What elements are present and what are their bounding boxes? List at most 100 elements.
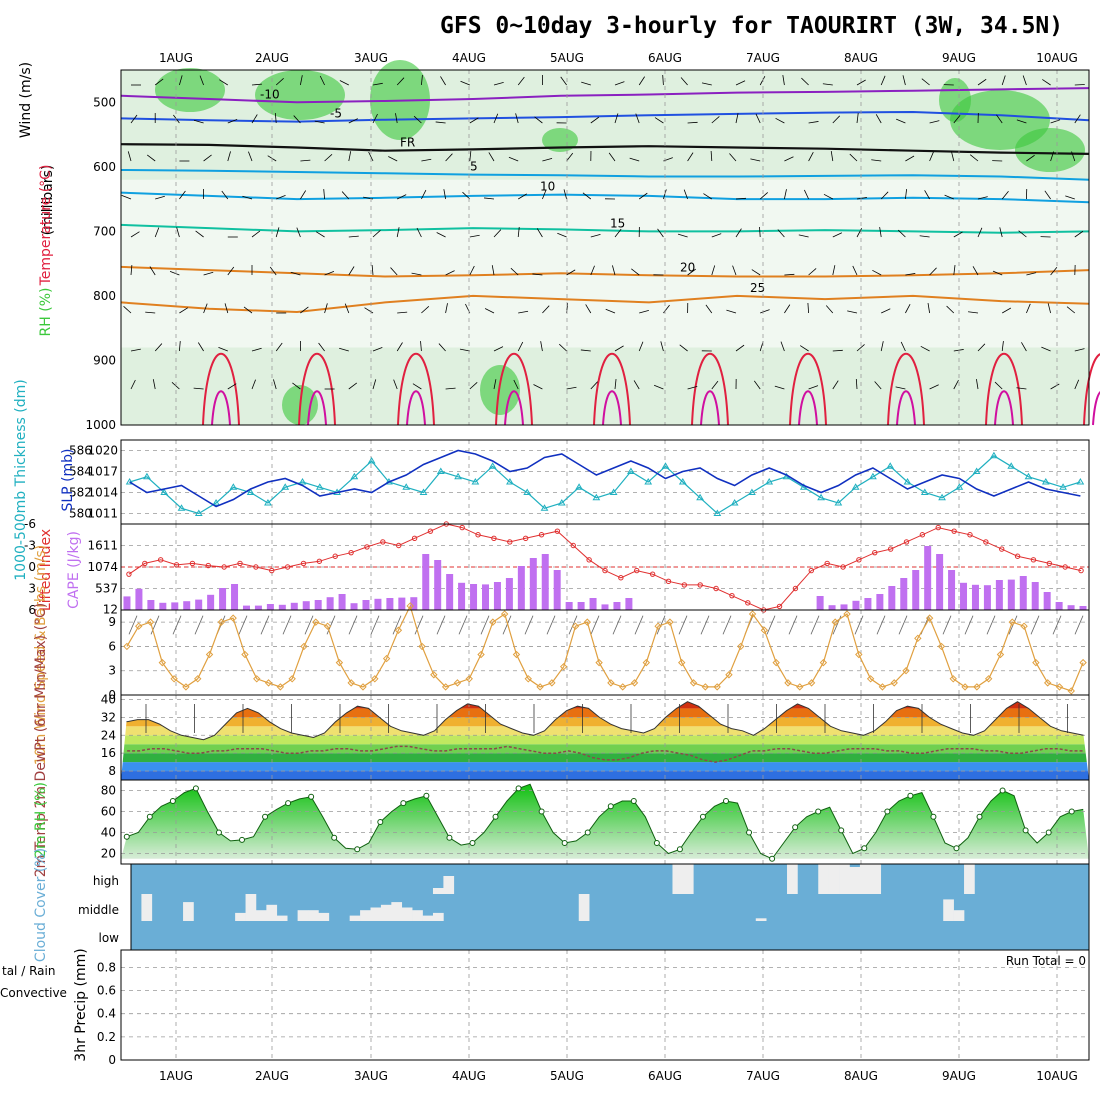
wind-speed-point [866, 675, 875, 683]
isotherm-label: 10 [540, 180, 555, 194]
wind-barb [480, 615, 490, 635]
wind-barb [339, 80, 349, 86]
cape-bar [601, 604, 609, 610]
wind-barb [929, 151, 934, 162]
y-label-slp: SLP (mb) [60, 448, 76, 511]
wind-barb [315, 231, 325, 238]
date-label: 4AUG [452, 51, 486, 65]
rh-point [792, 824, 799, 831]
lifted-index-point [284, 564, 291, 570]
y-tick: 12 [103, 603, 118, 617]
thickness-point [1059, 483, 1067, 490]
cloud-bar [349, 915, 361, 921]
wind-barb [193, 387, 204, 390]
y-tick: 500 [93, 95, 116, 109]
wind-barb [546, 615, 556, 635]
thickness-point [298, 478, 307, 485]
cloud-bar [391, 902, 403, 921]
rh-point [630, 798, 637, 804]
isotherm-label: FR [400, 136, 415, 150]
wind-speed-point [796, 683, 804, 691]
wind-barb [372, 230, 381, 238]
wind-barb [445, 270, 455, 276]
wind-barb [755, 113, 761, 124]
wind-barb [929, 384, 939, 390]
lifted-index-point [1078, 567, 1084, 574]
cloud-bar [672, 864, 684, 894]
cape-bar [386, 598, 394, 610]
cape-bar [183, 601, 191, 610]
wind-barb [518, 310, 529, 314]
rh-point [838, 827, 845, 834]
wind-speed-point [595, 658, 603, 667]
wind-barb [1001, 190, 1009, 200]
wind-barb [977, 78, 987, 86]
wind-barb [469, 382, 478, 390]
wind-speed-point [158, 658, 167, 667]
wind-speed-point [430, 671, 438, 679]
lifted-index-point [221, 564, 227, 570]
wind-barb [590, 116, 600, 124]
lifted-index-point [142, 560, 148, 567]
lifted-index-point [364, 544, 370, 550]
wind-barb [339, 347, 349, 352]
cape-bar [888, 586, 896, 610]
y-label-pressure: (millibars) [40, 165, 56, 236]
wind-barb [227, 383, 237, 390]
wind-barb [179, 190, 186, 200]
y-tick: 0.4 [97, 1007, 116, 1021]
cloud-bar [818, 864, 829, 894]
surface-contour [691, 353, 729, 426]
wind-barb [774, 385, 785, 390]
wind-speed-point [961, 683, 969, 691]
surface-contour [504, 390, 524, 426]
wind-barb [788, 615, 798, 635]
wind-barb [638, 192, 648, 200]
wind-barb [905, 155, 915, 162]
wind-speed-point [371, 675, 379, 683]
y-label-rh: RH (%) [38, 288, 54, 337]
wind-barb [445, 387, 456, 390]
wind-barb [314, 120, 325, 124]
wind-barb [996, 114, 1003, 124]
surface-contour [211, 390, 231, 426]
y-tick: 0.2 [97, 1030, 116, 1044]
rh-blob [255, 70, 345, 120]
cape-bar [159, 602, 167, 610]
thickness-point [1041, 478, 1050, 485]
wind-barb [150, 615, 160, 635]
surface-contour [593, 353, 631, 426]
wind-barb [807, 302, 809, 314]
wind-barb [679, 344, 688, 352]
cloud-bar [318, 912, 330, 921]
thickness-point [869, 472, 877, 480]
rh-point [699, 813, 706, 820]
wind-barb [364, 307, 374, 314]
wind-barb [705, 304, 713, 314]
lifted-index-point [919, 532, 926, 538]
isotherm-line [120, 223, 1090, 234]
wind-barb [711, 380, 719, 390]
rh-point [999, 787, 1006, 794]
wind-barb [780, 341, 785, 352]
y-tick: 16 [101, 746, 116, 760]
wind-barb [344, 303, 350, 314]
wind-barb [493, 113, 499, 124]
wind-barb [992, 270, 1003, 276]
wind-barb [436, 615, 446, 635]
wind-barb [149, 266, 156, 276]
wind-barb [687, 121, 698, 124]
thickness-point [488, 462, 497, 469]
wind-speed-point [323, 622, 332, 630]
cape-bar [171, 602, 179, 610]
y-tick: 1000 [85, 418, 116, 432]
bottom-date-axis: 1AUG 2AUG 3AUG 4AUG 5AUG 6AUG 7AUG 8AUG 9AUG 10AU… [159, 1069, 1078, 1083]
wind-barb [324, 271, 335, 276]
cape-bar [493, 582, 501, 610]
wind-barb [462, 191, 471, 200]
lifted-index-point [681, 582, 688, 588]
temp-band [121, 735, 1089, 745]
cape-bar [242, 605, 250, 610]
wind-speed-point [1079, 658, 1087, 667]
wind-barb [1074, 84, 1085, 86]
